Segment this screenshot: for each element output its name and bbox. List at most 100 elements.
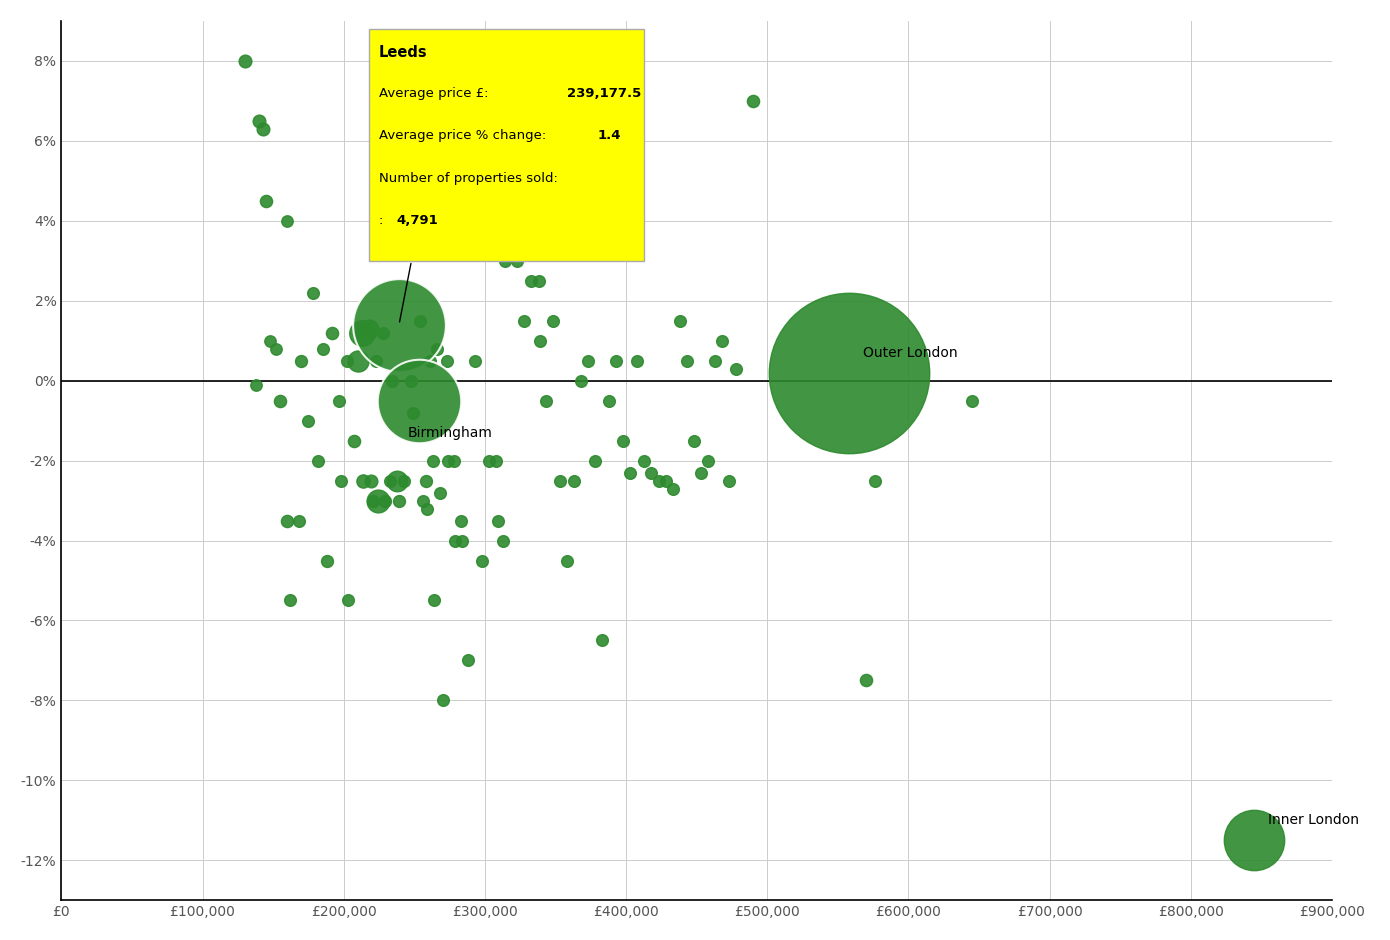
Point	[457, 653, 480, 668]
Point	[696, 453, 719, 468]
Point	[486, 513, 509, 528]
Point	[335, 353, 357, 368]
Text: 4,791: 4,791	[396, 213, 438, 227]
Point	[421, 453, 443, 468]
Point	[838, 365, 860, 380]
Point	[234, 54, 256, 69]
Text: Average price £:: Average price £:	[379, 87, 492, 101]
Point	[445, 533, 467, 548]
Point	[452, 533, 474, 548]
Point	[302, 285, 324, 300]
Point	[425, 341, 448, 356]
Point	[431, 693, 453, 708]
Text: Inner London: Inner London	[1269, 813, 1359, 827]
Point	[598, 393, 620, 408]
Point	[373, 325, 395, 340]
Point	[414, 473, 436, 488]
Point	[374, 493, 396, 508]
Point	[379, 473, 402, 488]
Point	[381, 373, 403, 388]
Point	[703, 353, 726, 368]
Point	[527, 274, 549, 289]
Point	[485, 453, 507, 468]
Point	[411, 493, 434, 508]
Point	[418, 353, 441, 368]
Point	[492, 533, 514, 548]
Point	[742, 93, 764, 108]
FancyBboxPatch shape	[370, 29, 645, 260]
Point	[270, 393, 292, 408]
Point	[435, 353, 457, 368]
Point	[648, 473, 670, 488]
Point	[352, 473, 374, 488]
Point	[960, 393, 983, 408]
Point	[277, 513, 299, 528]
Point	[655, 473, 677, 488]
Point	[1243, 833, 1265, 848]
Point	[726, 361, 748, 376]
Point	[676, 353, 698, 368]
Point	[549, 473, 571, 488]
Point	[297, 413, 320, 428]
Point	[259, 333, 281, 348]
Text: 1.4: 1.4	[598, 130, 621, 142]
Point	[719, 473, 741, 488]
Point	[360, 473, 382, 488]
Text: Leeds: Leeds	[379, 45, 428, 60]
Point	[247, 113, 270, 128]
Text: Average price % change:: Average price % change:	[379, 130, 550, 142]
Point	[252, 121, 274, 136]
Point	[288, 513, 310, 528]
Point	[689, 465, 712, 480]
Point	[407, 393, 430, 408]
Point	[464, 353, 486, 368]
Text: :: :	[379, 213, 388, 227]
Point	[436, 453, 459, 468]
Point	[682, 433, 705, 448]
Point	[478, 453, 500, 468]
Point	[855, 673, 877, 688]
Point	[863, 473, 885, 488]
Point	[254, 194, 277, 209]
Point	[328, 393, 350, 408]
Point	[409, 313, 431, 328]
Point	[342, 433, 364, 448]
Point	[336, 593, 359, 608]
Point	[402, 405, 424, 420]
Point	[363, 493, 385, 508]
Point	[710, 333, 733, 348]
Point	[316, 553, 338, 568]
Point	[329, 473, 352, 488]
Point	[669, 313, 691, 328]
Point	[307, 453, 329, 468]
Point	[442, 453, 464, 468]
Point	[577, 353, 599, 368]
Point	[416, 501, 438, 516]
Point	[388, 493, 410, 508]
Text: 239,177.5: 239,177.5	[567, 87, 641, 101]
Point	[393, 473, 416, 488]
Point	[277, 213, 299, 228]
Point	[279, 593, 302, 608]
Point	[591, 633, 613, 648]
Point	[513, 313, 535, 328]
Point	[506, 253, 528, 268]
Text: Number of properties sold:: Number of properties sold:	[379, 171, 557, 184]
Point	[388, 317, 410, 332]
Point	[520, 274, 542, 289]
Point	[556, 553, 578, 568]
Point	[499, 233, 521, 248]
Point	[471, 553, 493, 568]
Point	[359, 321, 381, 337]
Point	[662, 481, 684, 496]
Point	[528, 333, 550, 348]
Point	[321, 325, 343, 340]
Point	[634, 453, 656, 468]
Point	[265, 341, 288, 356]
Point	[245, 377, 267, 392]
Point	[366, 353, 388, 368]
Point	[291, 353, 313, 368]
Text: Outer London: Outer London	[863, 346, 958, 360]
Point	[619, 465, 641, 480]
Point	[605, 353, 627, 368]
